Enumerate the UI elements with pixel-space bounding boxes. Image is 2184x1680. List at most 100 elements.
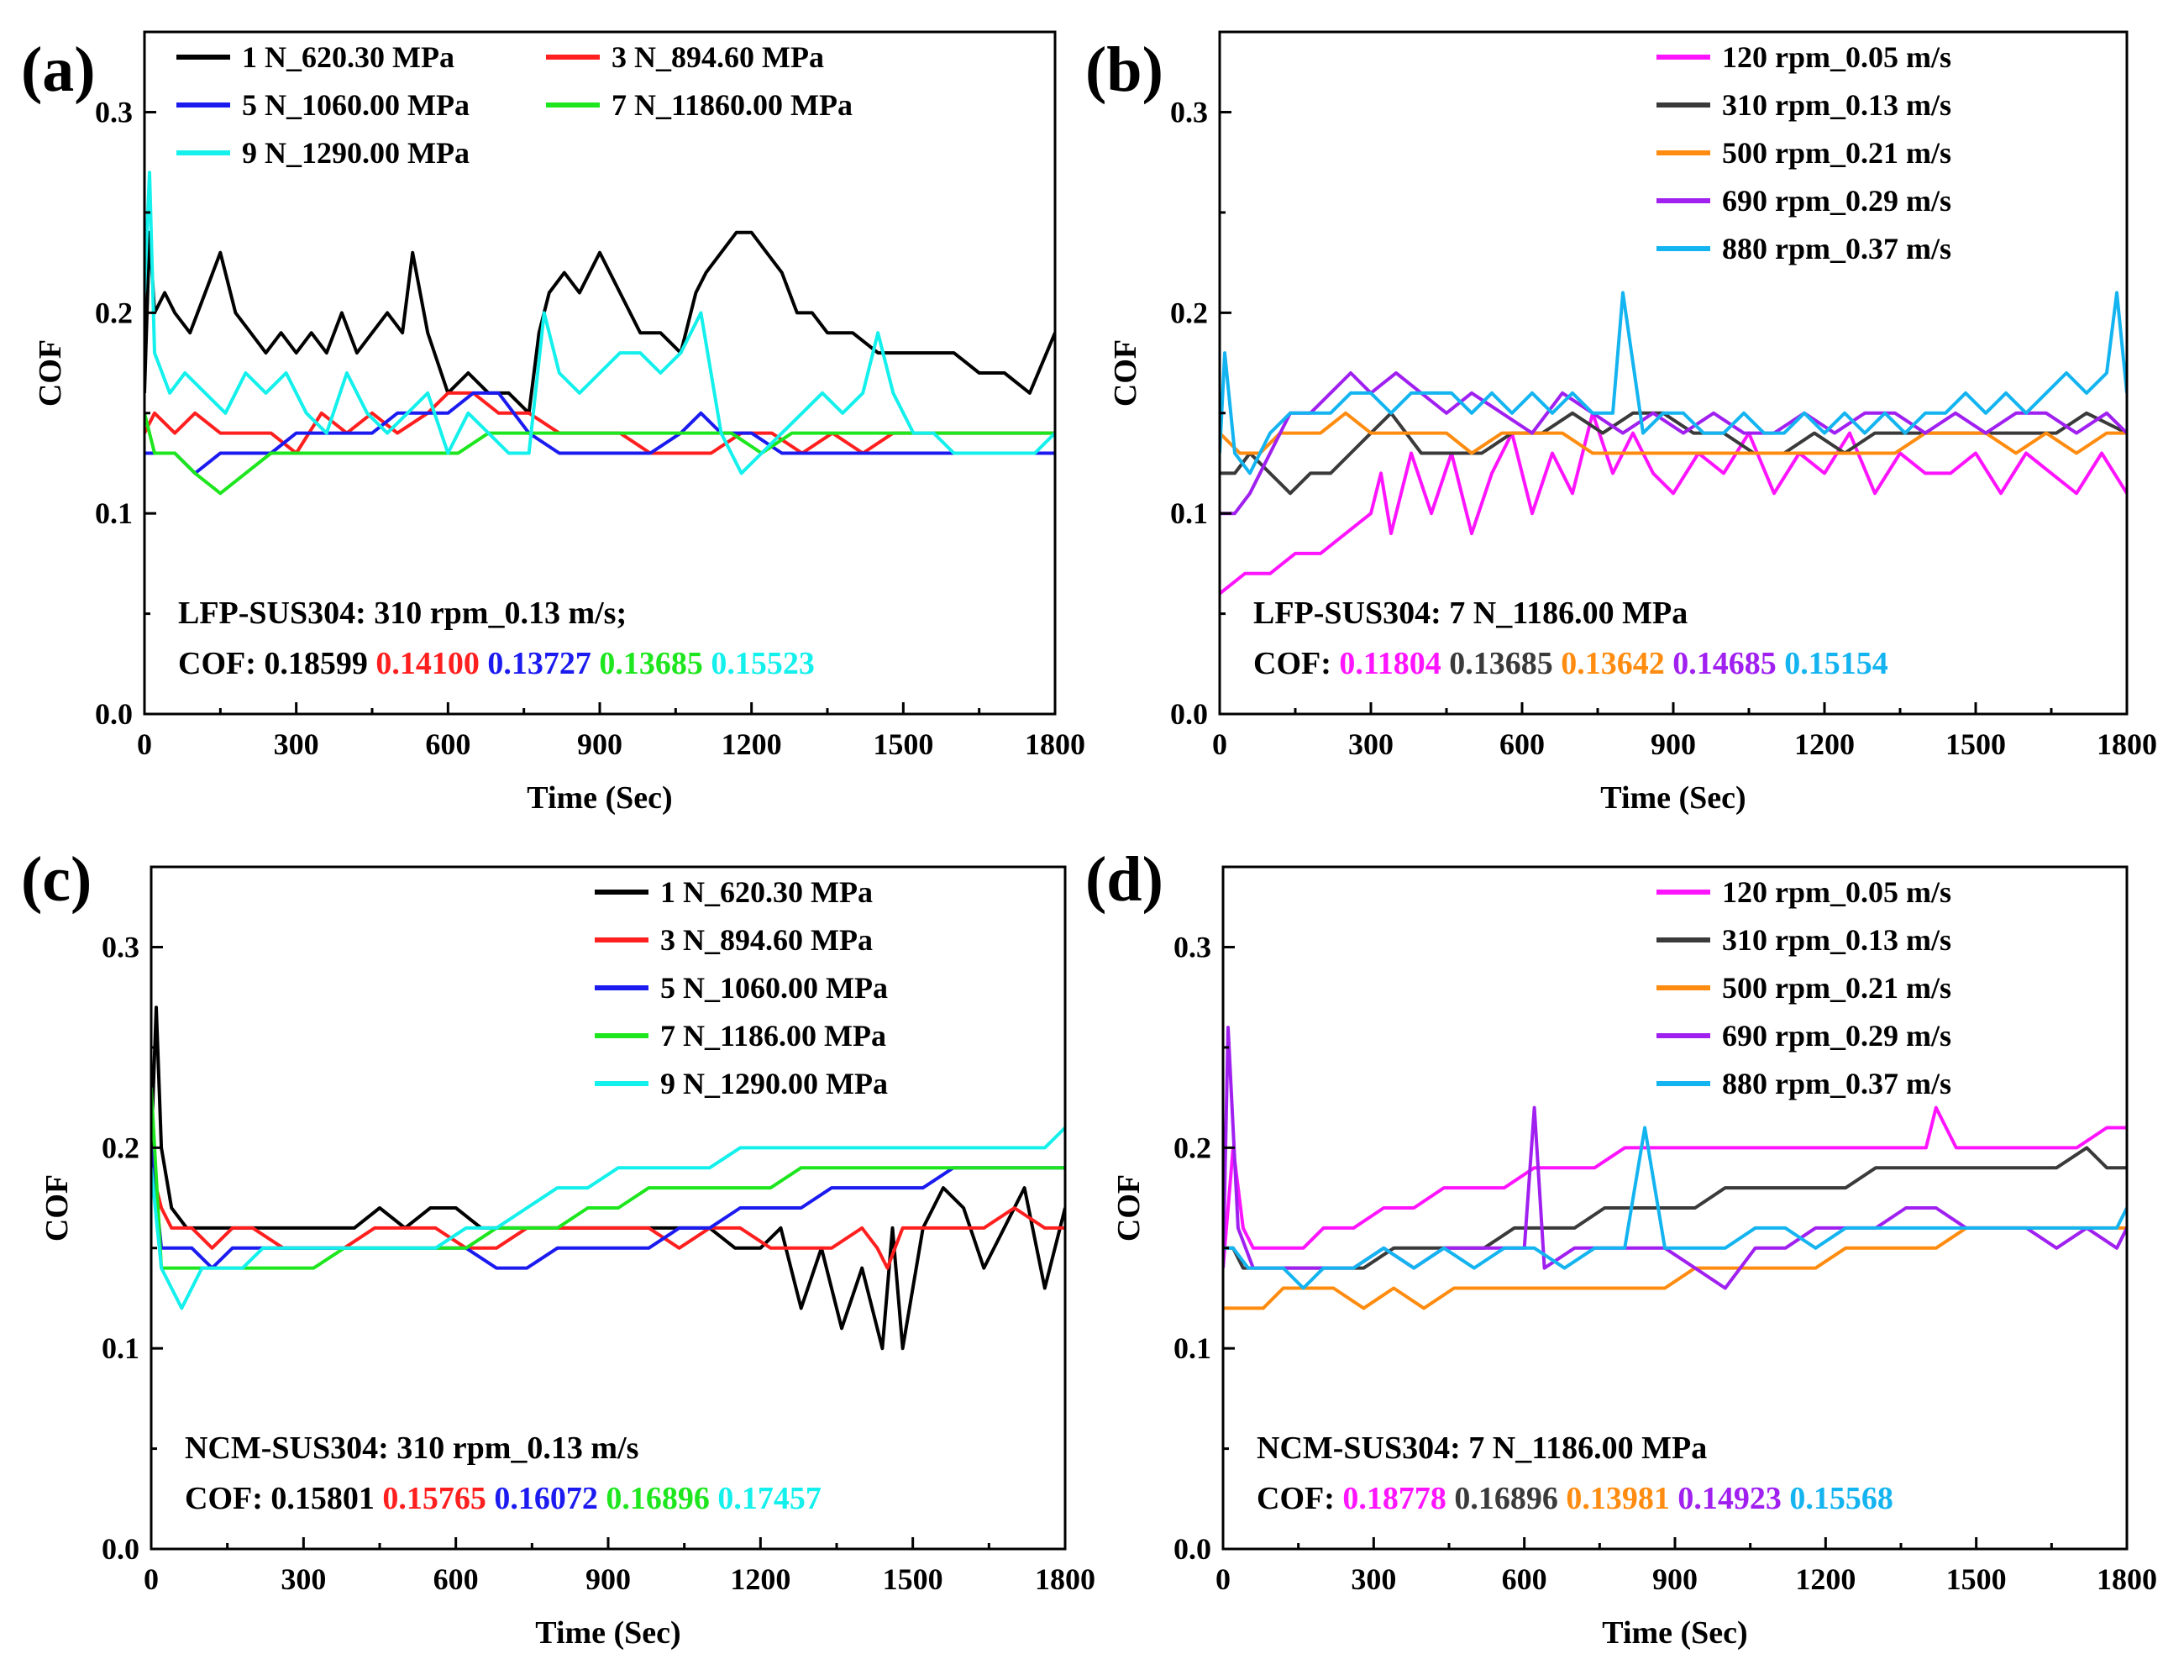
panel-a-series-line-2 xyxy=(144,391,1055,455)
panel-c-annotation: NCM-SUS304: 310 rpm_0.13 m/s COF: 0.15801… xyxy=(185,1431,822,1516)
panel-b-legend-label-4: 690 rpm_0.29 m/s xyxy=(1722,184,1951,218)
panel-a-series-line-5 xyxy=(144,171,1055,475)
panel-b-annotation: LFP-SUS304: 7 N_1186.00 MPa COF: 0.11804 … xyxy=(1253,596,1888,681)
panel-c-series-line-2 xyxy=(151,1167,1065,1270)
panel-b-series-line-5 xyxy=(1220,291,2127,475)
panel-b-x-tick-label: 1500 xyxy=(1945,727,2006,761)
panel-d-legend-label-2: 310 rpm_0.13 m/s xyxy=(1722,923,1951,957)
panel-a-annotation-cof-value-3: 0.13727 xyxy=(487,646,599,681)
panel-d-x-tick-label: 900 xyxy=(1652,1562,1698,1596)
panel-a-legend-label-2: 3 N_894.60 MPa xyxy=(612,40,824,74)
panel-c-x-tick-label: 1800 xyxy=(1035,1562,1095,1596)
panel-d-legend: 120 rpm_0.05 m/s 310 rpm_0.13 m/s 500 rpm_… xyxy=(1656,875,1951,1100)
panel-b-series-line-3 xyxy=(1220,411,2127,455)
panel-a-annotation-cof-value-4: 0.13685 xyxy=(599,646,711,681)
panel-b-group: 0 300 600 900 1200 1500 1800 0.0 0.1 0.2 0.3 Time (… xyxy=(1085,30,2157,816)
panel-a-y-tick-label: 0.2 xyxy=(95,296,133,329)
panel-b-label: (b) xyxy=(1085,34,1163,105)
panel-c-y-axis-title: COF xyxy=(39,1174,75,1242)
panel-d-x-tick-label: 1500 xyxy=(1946,1562,2007,1596)
panel-b-x-tick-label: 1200 xyxy=(1794,727,1855,761)
panel-d-legend-label-1: 120 rpm_0.05 m/s xyxy=(1722,875,1951,909)
panel-d-x-tick-label: 600 xyxy=(1502,1562,1547,1596)
panel-d-legend-label-3: 500 rpm_0.21 m/s xyxy=(1722,971,1951,1005)
panel-c-legend-label-3: 5 N_1060.00 MPa xyxy=(660,971,888,1005)
panel-b-x-tick-label: 900 xyxy=(1651,727,1696,761)
panel-a-annotation-cof-value-5: 0.15523 xyxy=(711,646,815,681)
panel-a-label: (a) xyxy=(21,34,96,105)
panel-c-legend-label-1: 1 N_620.30 MPa xyxy=(660,875,873,909)
panel-d-annotation-cof-label: COF: xyxy=(1257,1481,1342,1516)
panel-d-annotation-cof-line: COF: 0.18778 0.16896 0.13981 0.14923 0.1… xyxy=(1257,1481,1893,1516)
panel-a-y-tick-label: 0.3 xyxy=(95,96,133,129)
panel-d-legend-label-5: 880 rpm_0.37 m/s xyxy=(1722,1067,1951,1100)
panel-b-annotation-cof-value-5: 0.15154 xyxy=(1784,646,1888,681)
panel-c-x-tick-label: 900 xyxy=(585,1562,631,1596)
panel-c-annotation-cof-value-5: 0.17457 xyxy=(717,1481,822,1516)
panel-b-annotation-cof-value-4: 0.14685 xyxy=(1672,646,1784,681)
panel-c-legend-label-5: 9 N_1290.00 MPa xyxy=(660,1067,888,1100)
panel-d-label: (d) xyxy=(1085,844,1163,915)
panel-c-series-line-3 xyxy=(151,1147,1065,1270)
panel-b-series-line-1 xyxy=(1220,411,2127,596)
panel-a-annotation-title: LFP-SUS304: 310 rpm_0.13 m/s; xyxy=(178,596,627,631)
panel-c-y-tick-label: 0.1 xyxy=(102,1331,139,1365)
panel-b-x-tick-label: 600 xyxy=(1499,727,1545,761)
panel-c-annotation-cof-value-3: 0.16072 xyxy=(494,1481,606,1516)
panel-b-legend-label-2: 310 rpm_0.13 m/s xyxy=(1722,88,1951,122)
panel-b-annotation-title: LFP-SUS304: 7 N_1186.00 MPa xyxy=(1253,596,1688,631)
panel-a-x-tick-label: 900 xyxy=(577,727,622,761)
panel-a-annotation-cof-line: COF: 0.18599 0.14100 0.13727 0.13685 0.1… xyxy=(178,646,815,681)
panel-b-annotation-cof-label: COF: xyxy=(1253,646,1339,681)
panel-a-x-tick-label: 600 xyxy=(425,727,470,761)
panel-c-series-group xyxy=(151,1005,1065,1351)
panel-d-x-tick-label: 1800 xyxy=(2097,1562,2157,1596)
panel-b-legend-label-5: 880 rpm_0.37 m/s xyxy=(1722,232,1951,265)
panel-c-x-tick-label: 1500 xyxy=(883,1562,943,1596)
panel-d-annotation-cof-value-4: 0.14923 xyxy=(1677,1481,1789,1516)
panel-c-x-axis-title: Time (Sec) xyxy=(535,1615,680,1651)
panel-c-y-tick-label: 0.0 xyxy=(102,1532,139,1566)
panel-b-y-axis-title: COF xyxy=(1108,339,1143,407)
panel-a-series-line-4 xyxy=(144,412,1055,496)
panel-b-annotation-cof-value-1: 0.11804 xyxy=(1339,646,1449,681)
panel-c-annotation-cof-label: COF: xyxy=(185,1481,270,1516)
panel-a-legend-label-5: 9 N_1290.00 MPa xyxy=(242,136,470,170)
panel-a-legend-label-1: 1 N_620.30 MPa xyxy=(242,40,454,74)
panel-d-annotation-cof-value-1: 0.18778 xyxy=(1342,1481,1454,1516)
panel-d-legend-label-4: 690 rpm_0.29 m/s xyxy=(1722,1019,1951,1053)
panel-c-group: 0 300 600 900 1200 1500 1800 0.0 0.1 0.2 0.3 Time (… xyxy=(21,844,1095,1651)
panel-b-y-tick-label: 0.1 xyxy=(1170,496,1208,530)
panel-a-annotation-cof-label: COF: xyxy=(178,646,264,681)
panel-a-y-axis-title: COF xyxy=(33,339,68,407)
panel-c-annotation-cof-value-1: 0.15801 xyxy=(270,1481,382,1516)
panel-d-x-tick-label: 0 xyxy=(1215,1562,1231,1596)
panel-a-x-tick-label: 300 xyxy=(274,727,319,761)
panel-c-legend-label-2: 3 N_894.60 MPa xyxy=(660,923,873,957)
panel-a-annotation: LFP-SUS304: 310 rpm_0.13 m/s; COF: 0.1859… xyxy=(178,596,815,681)
panel-c-annotation-cof-line: COF: 0.15801 0.15765 0.16072 0.16896 0.1… xyxy=(185,1481,822,1516)
panel-a-y-tick-label: 0.1 xyxy=(95,496,133,530)
panel-c-series-line-5 xyxy=(151,1126,1065,1310)
panel-b-x-tick-label: 300 xyxy=(1348,727,1394,761)
panel-d-x-tick-label: 300 xyxy=(1351,1562,1396,1596)
panel-c-legend-label-4: 7 N_1186.00 MPa xyxy=(660,1019,886,1053)
panel-b-y-tick-label: 0.0 xyxy=(1170,697,1208,731)
panel-c-annotation-cof-value-2: 0.15765 xyxy=(382,1481,494,1516)
panel-a-series-group xyxy=(144,171,1055,496)
panel-c-annotation-cof-value-4: 0.16896 xyxy=(606,1481,717,1516)
panel-c-annotation-title: NCM-SUS304: 310 rpm_0.13 m/s xyxy=(185,1431,638,1466)
panel-b-annotation-cof-value-2: 0.13685 xyxy=(1449,646,1561,681)
panel-a-x-tick-label: 1500 xyxy=(873,727,933,761)
panel-a-x-tick-label: 1800 xyxy=(1025,727,1085,761)
panel-c-x-tick-label: 600 xyxy=(433,1562,479,1596)
panel-d-series-line-5 xyxy=(1223,1126,2127,1290)
panel-b-y-tick-label: 0.2 xyxy=(1170,296,1208,329)
panel-c-legend: 1 N_620.30 MPa 3 N_894.60 MPa 5 N_1060.00 … xyxy=(595,875,888,1100)
panel-a-y-tick-label: 0.0 xyxy=(95,697,133,731)
panel-d-y-axis-title: COF xyxy=(1111,1174,1147,1242)
panel-d-annotation-cof-value-5: 0.15568 xyxy=(1789,1481,1893,1516)
panel-a-x-axis-title: Time (Sec) xyxy=(527,780,672,816)
